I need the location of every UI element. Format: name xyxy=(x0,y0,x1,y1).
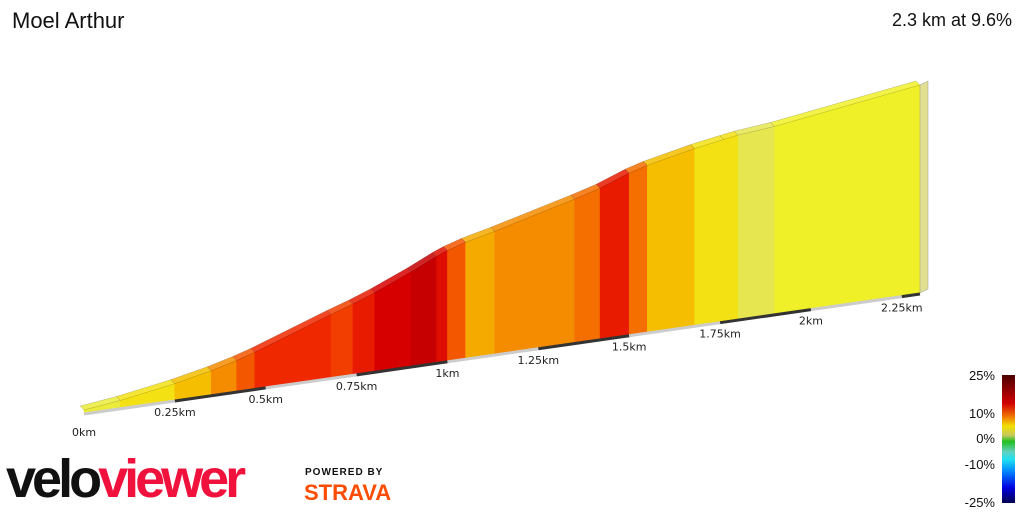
gradient-segment xyxy=(723,134,739,322)
strava-logo: STRAVA xyxy=(304,480,392,505)
gradient-segment xyxy=(352,292,376,375)
distance-baseline-band xyxy=(447,347,539,364)
legend-label-25: 25% xyxy=(969,368,995,383)
distance-baseline-band xyxy=(810,295,903,312)
legend-label-10: 10% xyxy=(969,406,995,421)
distance-baseline-band xyxy=(356,360,448,377)
gradient-segment xyxy=(647,148,695,333)
distance-baseline-band xyxy=(265,373,357,390)
x-tick-label: 0.75km xyxy=(336,380,378,393)
x-tick-label: 1km xyxy=(435,367,459,380)
gradient-segment xyxy=(599,172,630,340)
gradient-segment xyxy=(436,249,448,363)
x-tick-label: 2km xyxy=(799,315,823,328)
distance-baseline-band xyxy=(538,334,630,351)
gradient-segment xyxy=(737,126,775,320)
distance-baseline-band xyxy=(629,321,721,338)
gradient-segment xyxy=(628,164,648,336)
powered-by-label: POWERED BY xyxy=(305,467,384,478)
x-tick-label: 1.75km xyxy=(699,328,741,341)
climb-title: Moel Arthur xyxy=(12,8,125,33)
gradient-segment xyxy=(410,255,437,367)
legend-label-minus10: -10% xyxy=(965,457,996,472)
legend-label-0: 0% xyxy=(976,431,995,446)
gradient-segment xyxy=(465,230,496,359)
climb-summary: 2.3 km at 9.6% xyxy=(891,10,1012,30)
distance-baseline-band xyxy=(174,386,266,403)
x-tick-label: 1.5km xyxy=(612,341,647,354)
gradient-segment xyxy=(330,303,354,378)
gradient-segment-top xyxy=(770,80,921,127)
distance-baseline-band xyxy=(83,399,176,416)
x-tick-label: 2.25km xyxy=(881,302,923,315)
x-tick-label: 0km xyxy=(72,426,96,439)
veloviewer-logo: veloviewer xyxy=(6,449,246,509)
gradient-segment xyxy=(694,139,725,326)
gradient-segment xyxy=(447,241,466,362)
gradient-segment xyxy=(254,313,332,389)
legend-label-minus25: -25% xyxy=(965,495,996,510)
gradient-segment xyxy=(574,187,601,343)
distance-baseline-band xyxy=(901,292,921,299)
x-tick-label: 0.5km xyxy=(248,393,283,406)
x-tick-label: 1.25km xyxy=(518,354,560,367)
gradient-legend-bar xyxy=(1002,375,1015,503)
profile-end-face xyxy=(919,80,929,294)
distance-baseline-band xyxy=(719,308,812,325)
x-tick-label: 0.25km xyxy=(154,406,196,419)
